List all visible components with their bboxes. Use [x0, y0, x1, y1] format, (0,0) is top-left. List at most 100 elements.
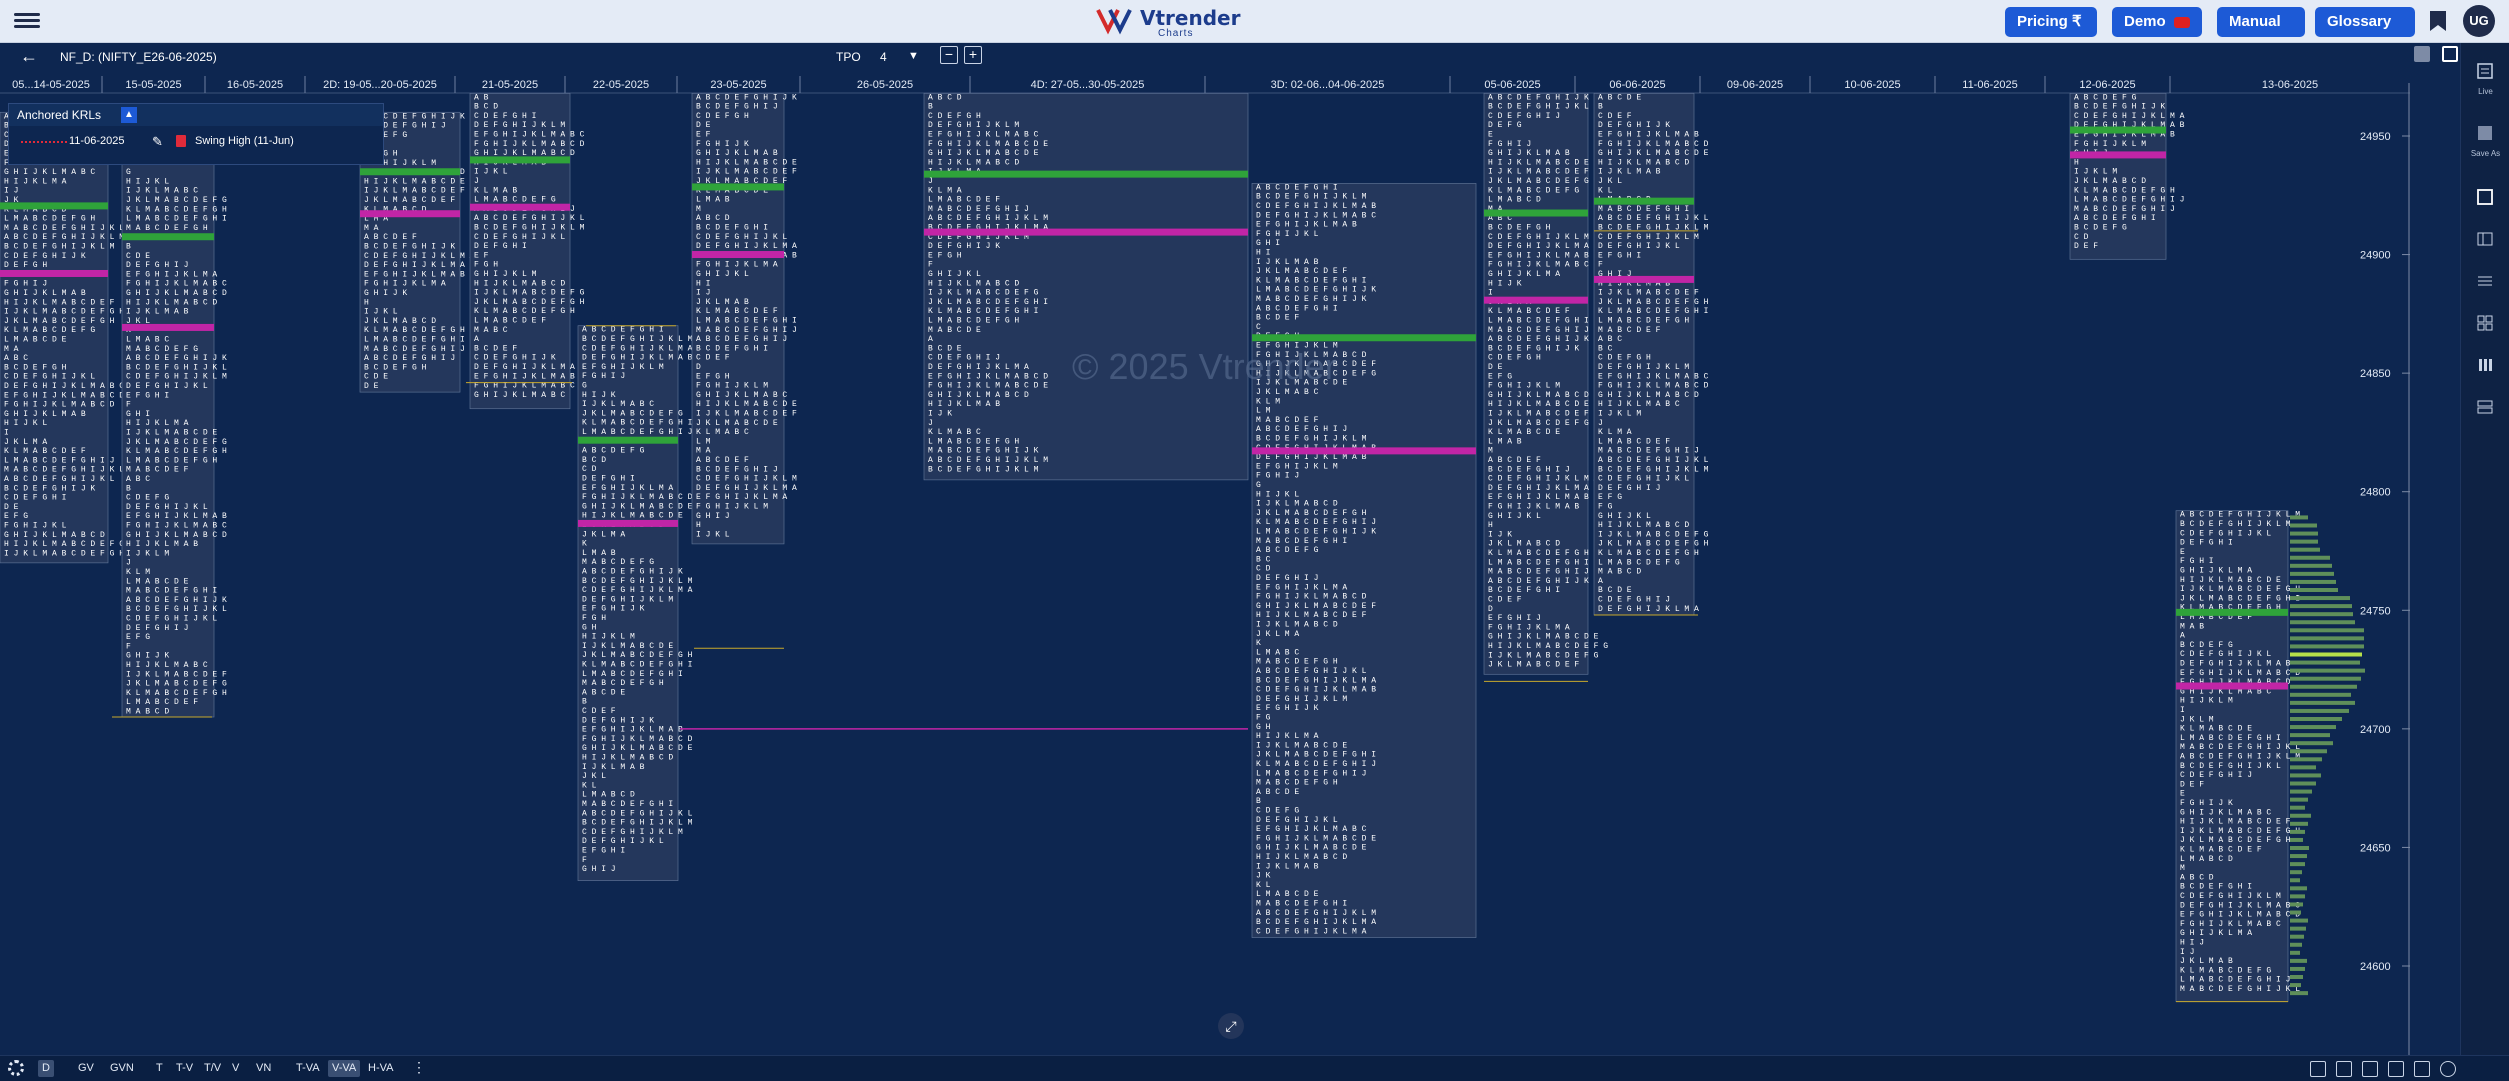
krl-header: Anchored KRLs ▲	[9, 104, 383, 126]
demo-button[interactable]: Demo	[2112, 7, 2202, 37]
tpo-value[interactable]: 4	[880, 50, 887, 64]
date-label: 13-06-2025	[2262, 79, 2318, 91]
tpo-profile[interactable]: A B C D E F G H I J K L MB C D E F G H I…	[1483, 92, 1608, 675]
tpo-row: H I J K L M A B C D	[1256, 853, 1347, 862]
expand-icon[interactable]: ⤢	[1218, 1013, 1244, 1039]
btn-d[interactable]: D	[38, 1060, 54, 1077]
tpo-row: L M A B C D E F G H I J	[1256, 769, 1366, 778]
tpo-row: C D	[1256, 565, 1271, 574]
tpo-row: B C D E F G H I J K L	[1488, 103, 1589, 112]
symbol-title[interactable]: NF_D: (NIFTY_E26-06-2025)	[60, 50, 217, 64]
bookmark-icon[interactable]	[2430, 11, 2446, 31]
back-arrow-icon[interactable]: ←	[20, 46, 38, 66]
tpo-row: A B C D E F G H I J K L M	[1488, 93, 1608, 102]
square-tool-icon[interactable]	[2471, 183, 2499, 211]
pricing-button[interactable]: Pricing ₹	[2005, 7, 2097, 37]
tpo-profile[interactable]: A B C DBC D E F G HD E F G H I J K L ME …	[923, 92, 1249, 481]
tpo-profile[interactable]: A B C D E F GB C D E F G H I J KC D E F …	[2069, 92, 2185, 260]
fullscreen-icon[interactable]	[2414, 1061, 2430, 1077]
save-icon[interactable]	[2414, 46, 2430, 62]
more-vertical-icon[interactable]: ⋮	[412, 1059, 426, 1075]
film-icon[interactable]	[2388, 1061, 2404, 1077]
glossary-button[interactable]: Glossary	[2315, 7, 2415, 59]
krl-toggle-icon[interactable]	[2442, 46, 2458, 62]
btn-t-slash-v[interactable]: T/V	[204, 1062, 222, 1074]
tpo-row: I J K L M A B C D E	[582, 642, 673, 651]
tpo-row: M A B C D	[126, 707, 169, 716]
avatar[interactable]: UG	[2463, 5, 2495, 37]
minus-button[interactable]: −	[940, 46, 958, 64]
bars-icon[interactable]	[2471, 351, 2499, 379]
tpo-row: F G H I J K L M A B C D	[582, 735, 693, 744]
grid-icon[interactable]	[2471, 309, 2499, 337]
tpo-profile[interactable]: A B C D E F G H IB C D E F G H I J K L M…	[1251, 183, 1477, 938]
tpo-row: H I J K L	[1256, 490, 1299, 499]
tpo-row: K L M A B	[474, 186, 517, 195]
camera-icon[interactable]	[2362, 1061, 2378, 1077]
tpo-profile[interactable]: A B C D E F G H I J KB C D E F G H I JC …	[359, 111, 475, 393]
tpo-row: J	[474, 177, 479, 186]
krl-line-swatch	[21, 141, 67, 143]
live-icon[interactable]	[2471, 61, 2499, 89]
btn-vn[interactable]: VN	[256, 1062, 272, 1074]
plus-button[interactable]: +	[964, 46, 982, 64]
line-chart-icon[interactable]	[2336, 1061, 2352, 1077]
tpo-row: E F G H I J	[1488, 614, 1541, 623]
tpo-profile[interactable]: A B C D E F G H I J B C D E F G H I J K L…	[121, 111, 227, 718]
btn-v[interactable]: V	[232, 1062, 240, 1074]
tpo-row: E F G H I J K L M A B	[2074, 131, 2175, 140]
tpo-profile[interactable]: AB C D E FC D E F G H I J KD E F G H I J…	[0, 111, 124, 564]
btn-gv[interactable]: GV	[78, 1062, 94, 1074]
tpo-row: L M A B	[1488, 437, 1522, 446]
tpo-row: F G H I J K L M A B C D	[4, 401, 115, 410]
trash-icon[interactable]	[176, 135, 186, 147]
btn-t-v[interactable]: T-V	[176, 1062, 194, 1074]
btn-v-va[interactable]: V-VA	[328, 1060, 361, 1077]
tpo-row: C D E F G H I J K L M A	[1256, 927, 1367, 936]
vtrender-logo[interactable]: Vtrender Charts	[1096, 4, 1240, 39]
tpo-row: H I J K L M A B C D E	[696, 400, 797, 409]
tpo-row: H I J K L M A	[1256, 732, 1319, 741]
tpo-profile[interactable]: A B C D EBC D E FD E F G H I J KE F G H …	[1593, 92, 1709, 616]
tpo-row: L M A B C	[1256, 648, 1299, 657]
btn-h-va[interactable]: H-VA	[368, 1062, 394, 1074]
tpo-row: G H I J K L M A B	[1488, 149, 1570, 158]
tpo-row: A B C D E F G H I J K L M	[1256, 909, 1376, 918]
tpo-row: J K L M A B C	[1256, 388, 1319, 397]
tpo-row: C D E F G H I J K L	[4, 373, 95, 382]
tpo-profile[interactable]: A B C D E F G H I J K L MB C D E F G H I…	[2175, 510, 2300, 1002]
list-icon[interactable]	[2471, 267, 2499, 295]
save-as-icon[interactable]	[2471, 123, 2499, 151]
tpo-row: B C D E F G H I J K L M	[1256, 193, 1367, 202]
tpo-row: A B C D E F G H I	[582, 326, 664, 335]
tpo-row: G H I J K L M A B	[696, 149, 778, 158]
tpo-row: F G H I J	[4, 280, 47, 289]
collapse-up-icon[interactable]: ▲	[121, 107, 137, 123]
tpo-profile[interactable]: A BB C DC D E F G H ID E F G H I J K L M…	[469, 92, 585, 410]
tpo-row: H I J K L M A B C D E	[696, 158, 797, 167]
tpo-row: J K L M A B C D E F G	[1488, 419, 1589, 428]
tpo-row: B C D E F G H I J	[1488, 465, 1570, 474]
tpo-row: M A B C D E F G H I J	[928, 205, 1029, 214]
tpo-row: D E F G H I J	[1598, 484, 1660, 493]
btn-t[interactable]: T	[156, 1062, 163, 1074]
btn-t-va[interactable]: T-VA	[296, 1062, 320, 1074]
chevron-down-icon[interactable]: ▼	[908, 50, 919, 62]
pencil-icon[interactable]: ✎	[152, 134, 163, 149]
menu-icon[interactable]	[14, 10, 40, 32]
table-icon[interactable]	[2310, 1061, 2326, 1077]
tpo-row: M	[1488, 447, 1493, 456]
tpo-profile[interactable]: A B C D E F G H IB C D E F G H I J K L M…	[577, 325, 693, 881]
layout-icon[interactable]	[2471, 393, 2499, 421]
columns-icon[interactable]	[2471, 225, 2499, 253]
value-area-box	[923, 92, 1249, 481]
market-profile-chart[interactable]: 05...14-05-2025 15-05-2025 16-05-2025 2D: 1…	[0, 71, 2410, 1055]
tpo-profile[interactable]: A B C D E F G H I J KB C D E F G H I JC …	[691, 92, 797, 545]
tpo-row: K	[1256, 639, 1261, 648]
tpo-row: C D E F G H I J K L	[474, 233, 565, 242]
close-circle-icon[interactable]	[2440, 1061, 2456, 1077]
settings-gear-icon[interactable]	[8, 1060, 24, 1076]
manual-button[interactable]: Manual	[2217, 7, 2305, 61]
btn-gvn[interactable]: GVN	[110, 1062, 134, 1074]
value-area-box	[469, 92, 571, 410]
